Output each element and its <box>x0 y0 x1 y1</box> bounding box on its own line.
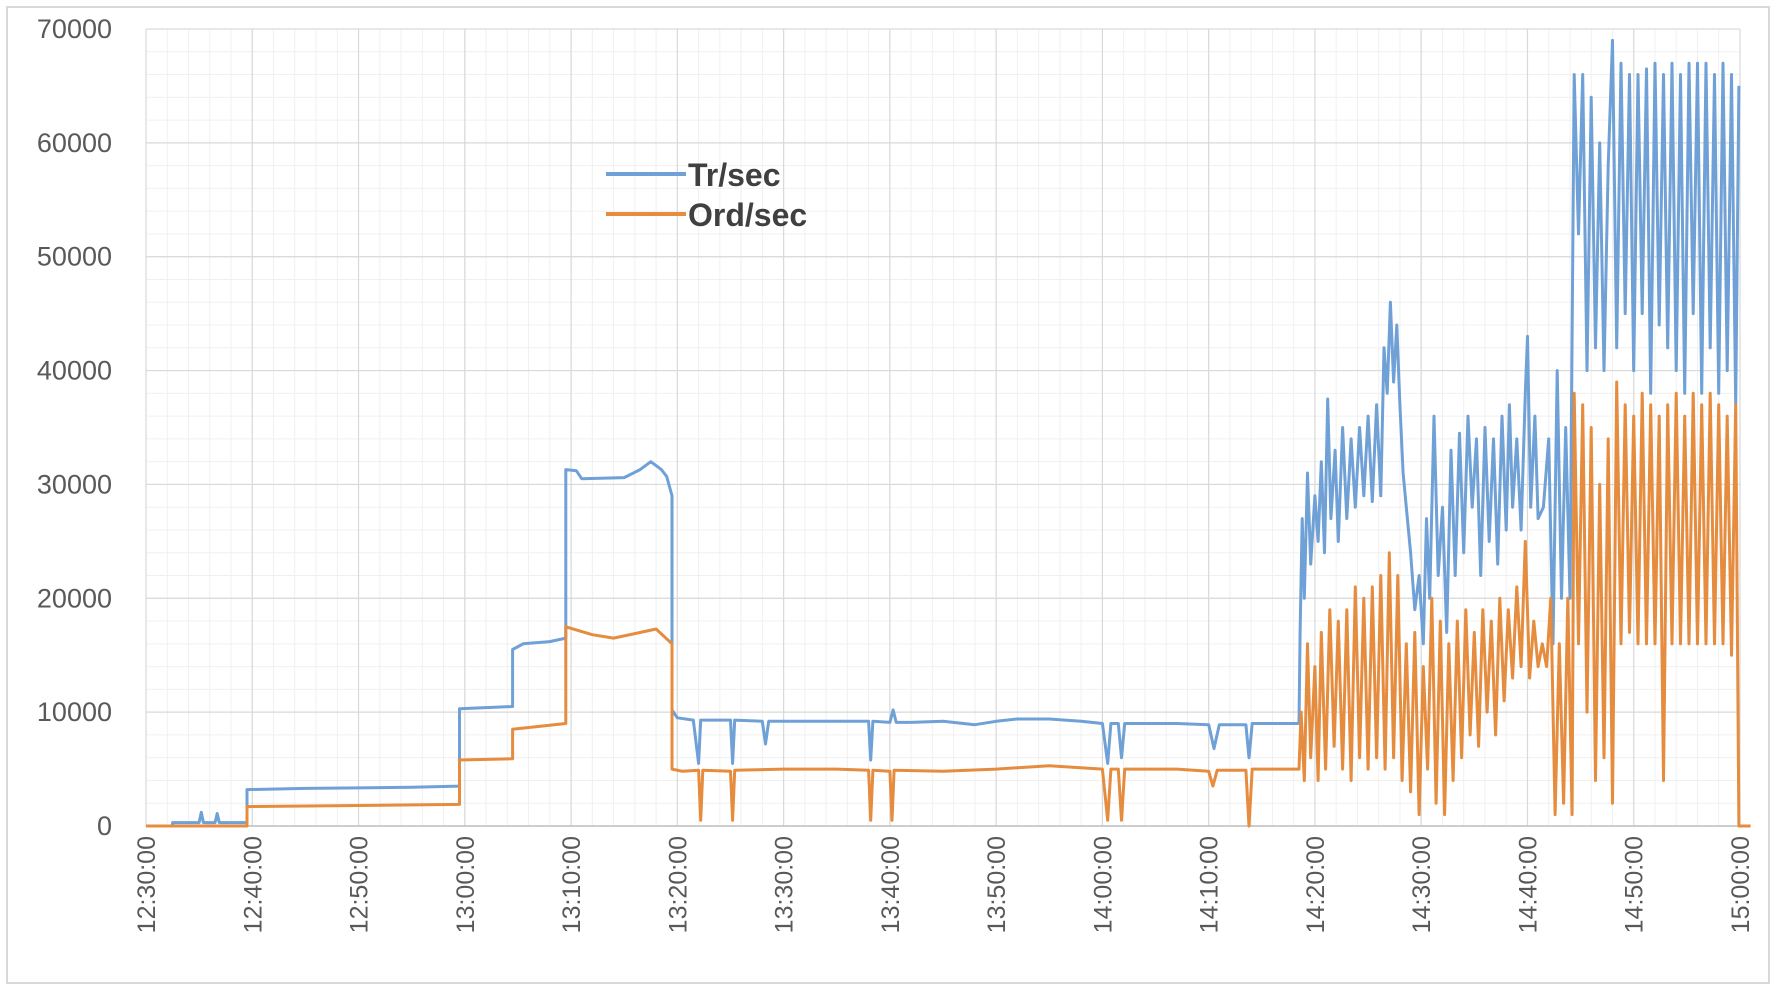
x-tick-label: 12:50:00 <box>346 836 374 933</box>
chart-frame <box>6 6 1770 984</box>
x-tick-label: 14:10:00 <box>1196 836 1224 933</box>
y-tick-label: 0 <box>97 811 112 841</box>
x-tick-label: 13:30:00 <box>771 836 799 933</box>
major-gridlines <box>145 28 1741 827</box>
x-tick-label: 12:30:00 <box>133 836 161 933</box>
series-line-tr-sec <box>146 38 1741 828</box>
series-line-ord-sec <box>146 380 1751 828</box>
series-lines <box>146 38 1751 828</box>
y-axis: 0 10000 20000 30000 40000 50000 60000 70000 <box>37 14 112 841</box>
x-axis: 12:30:00 12:40:00 12:50:00 13:00:00 13:10:00… <box>133 836 1755 933</box>
y-tick-label: 70000 <box>37 14 112 44</box>
x-tick-label: 15:00:00 <box>1727 836 1755 933</box>
legend: Tr/sec Ord/sec <box>606 157 807 233</box>
x-tick-label: 13:10:00 <box>558 836 586 933</box>
x-tick-label: 12:40:00 <box>239 836 267 933</box>
y-tick-label: 10000 <box>37 697 112 727</box>
y-tick-label: 20000 <box>37 583 112 613</box>
x-tick-label: 14:30:00 <box>1408 836 1436 933</box>
legend-label-tr-sec: Tr/sec <box>688 157 781 193</box>
x-tick-label: 14:50:00 <box>1621 836 1649 933</box>
legend-label-ord-sec: Ord/sec <box>688 197 807 233</box>
x-tick-label: 13:40:00 <box>877 836 905 933</box>
x-tick-label: 14:00:00 <box>1089 836 1117 933</box>
x-tick-label: 13:50:00 <box>983 836 1011 933</box>
y-tick-label: 40000 <box>37 356 112 386</box>
x-tick-label: 14:20:00 <box>1302 836 1330 933</box>
y-tick-label: 60000 <box>37 128 112 158</box>
x-tick-label: 14:40:00 <box>1514 836 1542 933</box>
y-tick-label: 30000 <box>37 469 112 499</box>
y-tick-label: 50000 <box>37 242 112 272</box>
x-tick-label: 13:20:00 <box>664 836 692 933</box>
x-tick-label: 13:00:00 <box>452 836 480 933</box>
